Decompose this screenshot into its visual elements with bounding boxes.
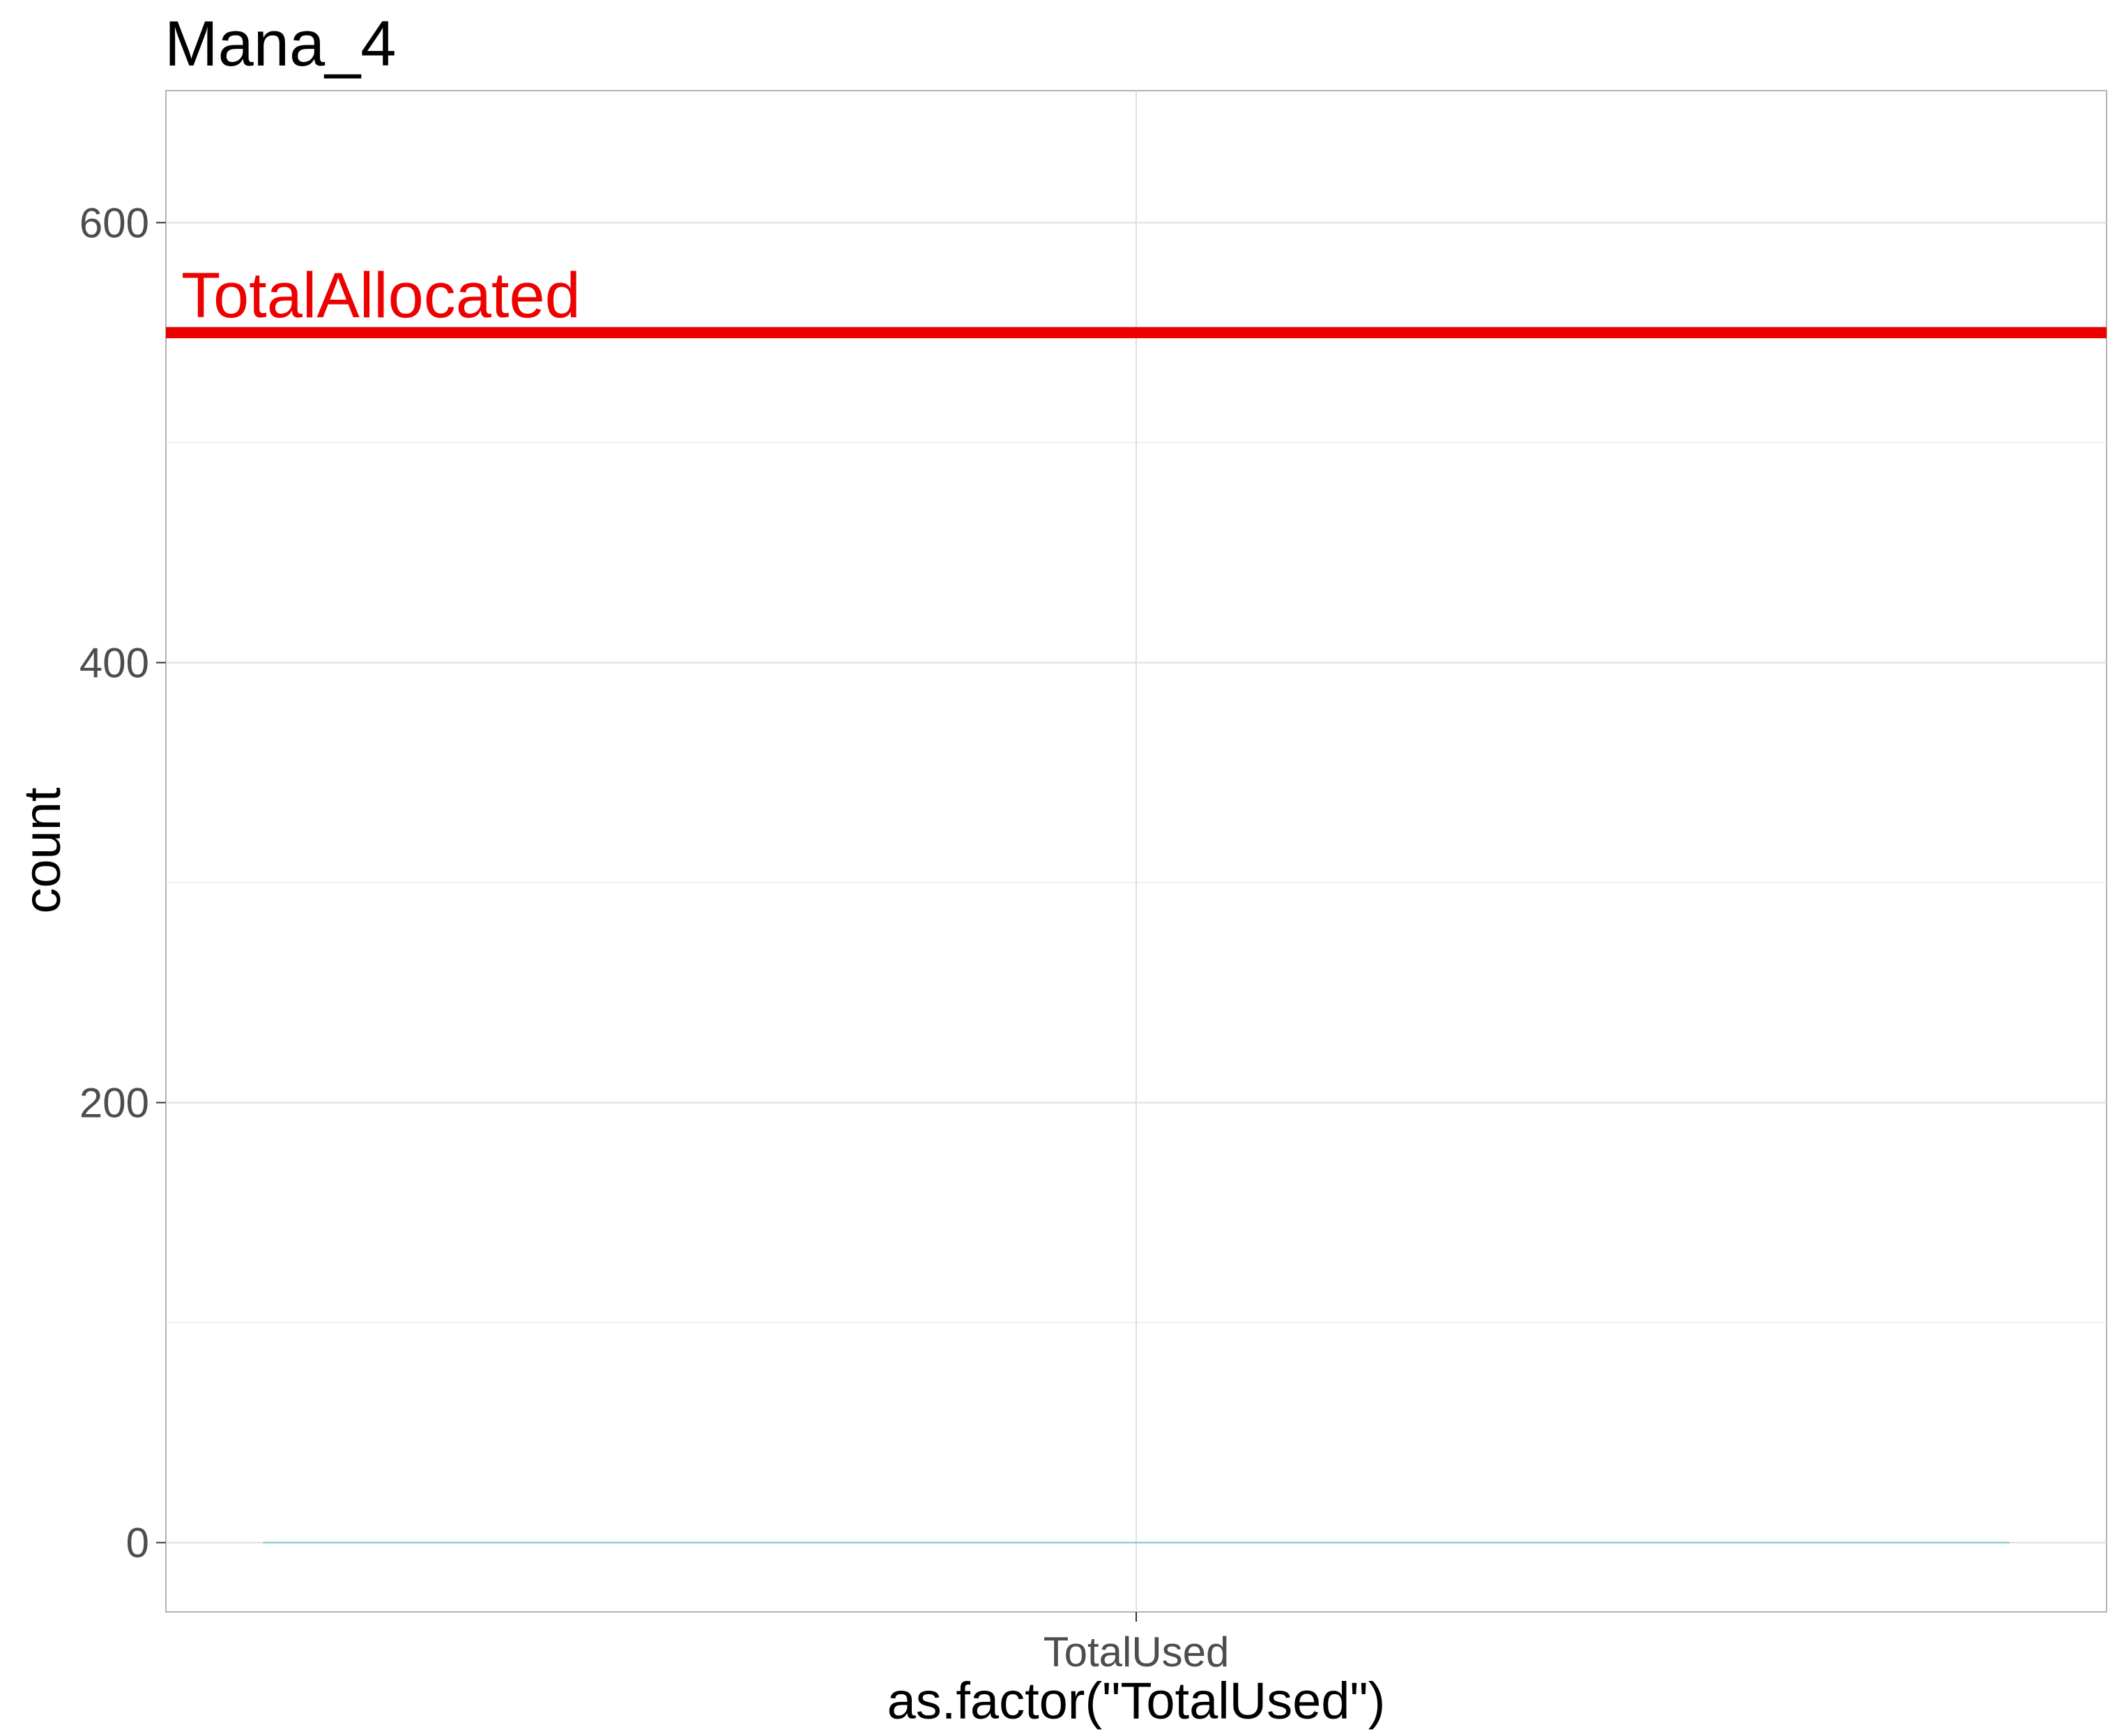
y-tick-label: 0 xyxy=(126,1520,149,1567)
x-axis-ticks: TotalUsed xyxy=(1044,1612,1230,1675)
y-axis-ticks: 0 200 400 600 xyxy=(79,199,166,1567)
x-axis-title: as.factor("TotalUsed") xyxy=(887,1672,1386,1730)
bar xyxy=(263,1541,2010,1544)
y-tick-label: 600 xyxy=(79,199,149,246)
x-tick-label: TotalUsed xyxy=(1044,1629,1230,1675)
y-axis-title: count xyxy=(13,787,71,913)
reference-line-label: TotalAllocated xyxy=(181,260,581,331)
y-tick-label: 400 xyxy=(79,639,149,686)
y-tick-label: 200 xyxy=(79,1080,149,1127)
reference-line-group: TotalAllocated xyxy=(166,260,2107,339)
chart-title: Mana_4 xyxy=(165,8,396,79)
bars xyxy=(263,1541,2010,1544)
